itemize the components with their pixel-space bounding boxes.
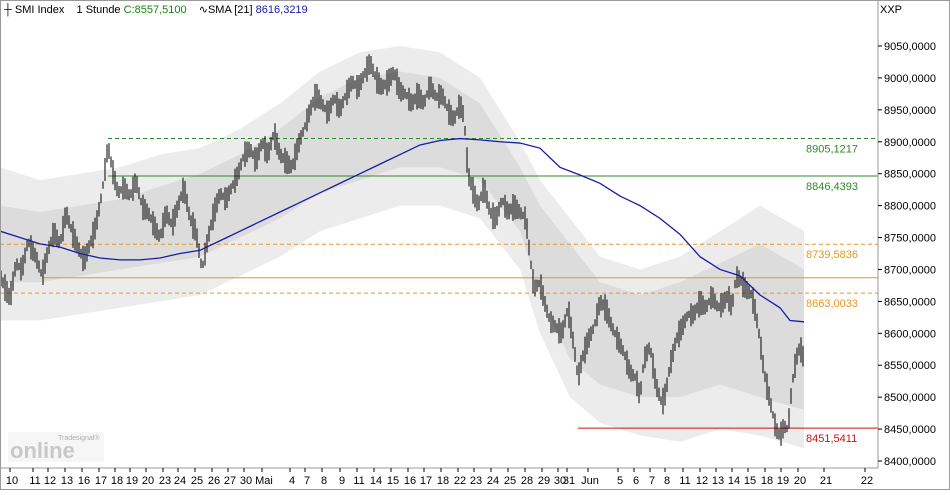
x-tick-label-24: 17 bbox=[420, 475, 432, 487]
sma-line bbox=[0, 137, 805, 323]
x-tick-label-23: 16 bbox=[404, 475, 416, 487]
x-tick-label-9: 23 bbox=[159, 475, 171, 487]
y-tick-label-0: 8400,0000 bbox=[884, 456, 936, 468]
level-label-5: 8451,5411 bbox=[806, 433, 857, 445]
x-tick-label-44: 18 bbox=[761, 475, 773, 487]
logo-backdrop bbox=[8, 432, 104, 462]
x-tick-label-33: 31 bbox=[563, 475, 575, 487]
instrument-name: SMI Index bbox=[14, 4, 65, 16]
chart-header: ┼ SMI Index 1 Stunde C:8557,5100 ∿SMA [2… bbox=[4, 3, 308, 16]
y-tick-label-10: 8900,0000 bbox=[884, 137, 936, 149]
level-label-0: 8905,1217 bbox=[806, 143, 858, 155]
x-tick-label-18: 8 bbox=[321, 475, 327, 487]
x-tick-label-40: 12 bbox=[696, 475, 708, 487]
x-tick-label-14: 30 bbox=[240, 475, 252, 487]
timeframe: 1 Stunde bbox=[76, 4, 121, 16]
close-label: C: bbox=[123, 4, 135, 16]
y-tick-label-4: 8600,0000 bbox=[884, 328, 936, 340]
x-tick-label-4: 16 bbox=[78, 475, 90, 487]
x-tick-label-2: 12 bbox=[44, 475, 56, 487]
logo-text: online bbox=[10, 438, 75, 463]
x-tick-label-26: 22 bbox=[454, 475, 466, 487]
x-tick-label-3: 13 bbox=[61, 475, 73, 487]
x-tick-label-39: 11 bbox=[679, 475, 690, 487]
x-tick-label-10: 24 bbox=[174, 475, 186, 487]
x-tick-label-37: 7 bbox=[649, 475, 655, 487]
x-tick-label-47: 21 bbox=[820, 475, 832, 487]
close-value: 8557,5100 bbox=[134, 4, 187, 16]
sma-value: 8616,3219 bbox=[255, 4, 308, 16]
x-tick-label-7: 19 bbox=[126, 475, 138, 487]
x-tick-label-20: 11 bbox=[353, 475, 364, 487]
x-tick-label-38: 8 bbox=[664, 475, 670, 487]
y-tick-label-7: 8750,0000 bbox=[884, 233, 936, 245]
x-tick-label-0: 10 bbox=[6, 475, 18, 487]
x-tick-label-43: 15 bbox=[744, 475, 756, 487]
y-tick-label-11: 8950,0000 bbox=[884, 105, 936, 117]
symbol-code: XXP bbox=[879, 4, 902, 16]
inner-band bbox=[0, 71, 804, 410]
x-tick-label-35: 5 bbox=[617, 475, 623, 487]
sma-label: SMA [21] bbox=[207, 4, 253, 16]
x-tick-label-21: 14 bbox=[370, 475, 382, 487]
x-tick-label-6: 18 bbox=[111, 475, 123, 487]
x-tick-label-11: 25 bbox=[191, 475, 203, 487]
level-label-4: 8663,0033 bbox=[806, 298, 858, 310]
x-tick-label-5: 17 bbox=[95, 475, 107, 487]
x-tick-label-45: 19 bbox=[777, 475, 789, 487]
x-tick-label-29: 25 bbox=[504, 475, 516, 487]
x-tick-label-13: 27 bbox=[224, 475, 236, 487]
x-tick-label-46: 20 bbox=[794, 475, 806, 487]
x-tick-label-1: 11 bbox=[29, 475, 40, 487]
price-candles bbox=[0, 54, 804, 446]
x-tick-label-34: Jun bbox=[581, 475, 599, 487]
horizontal-levels: 8905,1217 8846,4393 8739,5836 8663,0033 8451… bbox=[0, 137, 878, 445]
x-tick-label-19: 9 bbox=[339, 475, 345, 487]
x-tick-label-28: 24 bbox=[487, 475, 499, 487]
x-tick-label-8: 20 bbox=[142, 475, 154, 487]
x-tick-label-12: 26 bbox=[208, 475, 220, 487]
x-tick-label-22: 15 bbox=[387, 475, 399, 487]
y-tick-label-1: 8450,0000 bbox=[884, 424, 936, 436]
logo-sub: Tradesignal® bbox=[58, 434, 100, 442]
level-label-2: 8739,5836 bbox=[806, 249, 858, 261]
x-tick-label-31: 29 bbox=[538, 475, 550, 487]
y-tick-label-3: 8550,0000 bbox=[884, 360, 936, 372]
candlestick-icon: ┼ bbox=[4, 4, 12, 16]
x-tick-label-41: 13 bbox=[712, 475, 724, 487]
level-label-1: 8846,4393 bbox=[806, 181, 858, 193]
x-tick-label-25: 18 bbox=[437, 475, 449, 487]
sma-icon: ∿ bbox=[198, 4, 208, 16]
y-tick-label-12: 9000,0000 bbox=[884, 73, 936, 85]
volatility-bands bbox=[0, 46, 804, 449]
x-tick-label-32: 30 bbox=[554, 475, 566, 487]
x-tick-label-36: 6 bbox=[633, 475, 639, 487]
y-tick-label-5: 8650,0000 bbox=[884, 296, 936, 308]
y-tick-label-6: 8700,0000 bbox=[884, 264, 936, 276]
y-tick-label-2: 8500,0000 bbox=[884, 392, 936, 404]
y-tick-label-13: 9050,0000 bbox=[884, 41, 936, 53]
y-tick-label-9: 8850,0000 bbox=[884, 169, 936, 181]
x-tick-label-48: 22 bbox=[861, 475, 873, 487]
x-tick-label-16: 4 bbox=[289, 475, 295, 487]
y-tick-label-8: 8800,0000 bbox=[884, 201, 936, 213]
sma-series bbox=[0, 137, 805, 323]
x-tick-label-27: 23 bbox=[470, 475, 482, 487]
x-tick-label-17: 7 bbox=[304, 475, 310, 487]
x-tick-label-15: Mai bbox=[255, 475, 273, 487]
x-tick-label-30: 28 bbox=[521, 475, 533, 487]
x-tick-label-42: 14 bbox=[728, 475, 740, 487]
